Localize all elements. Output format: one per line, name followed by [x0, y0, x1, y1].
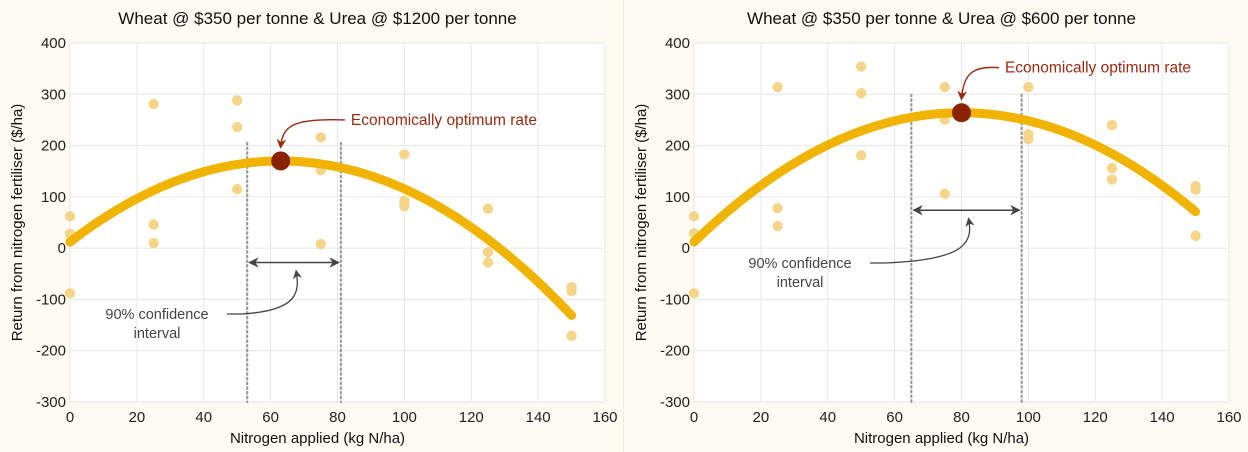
data-point — [688, 288, 700, 299]
y-tick-label: -300 — [36, 394, 66, 411]
optimum-point — [271, 151, 291, 171]
fitted-curve — [65, 156, 577, 320]
y-tick-label: -200 — [660, 343, 690, 360]
x-tick-label: 20 — [753, 409, 770, 426]
x-tick-label: 160 — [592, 409, 617, 426]
optimum-label: Economically optimum rate — [351, 112, 537, 129]
y-tick-label: 400 — [665, 35, 690, 52]
y-tick-label: -100 — [660, 291, 690, 308]
y-tick-label: 200 — [665, 138, 690, 155]
data-point — [1190, 184, 1201, 195]
data-point — [315, 238, 326, 250]
chart-panel-urea-1200: 0 20 40 60 80 100 120 140 160 -300 -200 -100 0 100 200… — [9, 9, 618, 447]
data-point — [1106, 119, 1118, 131]
y-tick-label: 200 — [41, 138, 66, 155]
data-point — [148, 237, 159, 249]
x-tick-label: 40 — [819, 409, 836, 426]
data-point — [855, 88, 867, 99]
optimum-label: Economically optimum rate — [1005, 60, 1191, 77]
panel-divider — [623, 0, 624, 452]
data-point — [566, 286, 577, 297]
data-point — [399, 149, 410, 160]
x-tick-label: 80 — [329, 409, 346, 426]
x-tick-label: 140 — [526, 409, 551, 426]
data-point — [231, 121, 243, 133]
data-point — [1106, 174, 1118, 185]
y-axis-label: Return from nitrogen fertiliser ($/ha) — [9, 104, 26, 342]
y-tick-label: 400 — [41, 35, 66, 52]
data-point — [399, 200, 410, 212]
x-tick-label: 120 — [1083, 409, 1108, 426]
x-tick-label: 0 — [690, 409, 698, 426]
data-point — [855, 150, 867, 161]
data-point — [64, 211, 76, 222]
x-tick-label: 80 — [953, 409, 970, 426]
data-point — [772, 202, 783, 214]
data-point — [1023, 81, 1034, 93]
x-tick-label: 100 — [1016, 409, 1041, 426]
data-point — [482, 257, 494, 268]
chart-svg-urea-600: 0 20 40 60 80 100 120 140 160 -300 -200 -100 0 100 200… — [633, 9, 1242, 447]
y-tick-label: -200 — [36, 343, 66, 360]
x-tick-label: 60 — [262, 409, 279, 426]
x-tick-label: 40 — [195, 409, 212, 426]
data-point — [64, 288, 76, 299]
ci-label-arrow — [870, 217, 975, 264]
fitted-curve — [689, 108, 1201, 247]
data-point — [148, 219, 159, 230]
data-point — [1106, 162, 1118, 174]
y-tick-label: 300 — [41, 86, 66, 103]
chart-panel-urea-600: 0 20 40 60 80 100 120 140 160 -300 -200 -100 0 100 200… — [624, 0, 1248, 452]
data-point — [772, 81, 783, 93]
data-point — [482, 203, 494, 214]
data-point — [566, 330, 577, 342]
optimum-arrow — [276, 118, 345, 149]
x-tick-label: 120 — [459, 409, 484, 426]
data-point — [148, 98, 159, 110]
data-point — [688, 211, 700, 222]
optimum-arrow — [957, 66, 1000, 101]
x-axis-label: Nitrogen applied (kg N/ha) — [854, 430, 1029, 447]
y-tick-label: -100 — [36, 291, 66, 308]
ci-label-line2: interval — [134, 326, 181, 342]
data-point — [482, 247, 494, 258]
chart-title: Wheat @ $350 per tonne & Urea @ $600 per… — [747, 9, 1136, 28]
chart-svg-urea-1200: 0 20 40 60 80 100 120 140 160 -300 -200 -100 0 100 200… — [9, 9, 618, 447]
ci-label-line1: 90% confidence — [748, 256, 851, 272]
data-point — [855, 61, 867, 72]
ci-label-line2: interval — [777, 275, 824, 291]
y-tick-label: 100 — [41, 189, 66, 206]
data-point — [1190, 230, 1201, 242]
x-tick-label: 160 — [1216, 409, 1241, 426]
data-point — [315, 132, 326, 143]
data-point — [231, 95, 243, 106]
x-tick-label: 100 — [392, 409, 417, 426]
y-tick-label: -300 — [660, 394, 690, 411]
x-tick-label: 20 — [129, 409, 146, 426]
y-tick-label: 0 — [682, 240, 690, 257]
data-point — [231, 183, 243, 195]
chart-title: Wheat @ $350 per tonne & Urea @ $1200 pe… — [118, 9, 516, 28]
y-tick-label: 0 — [58, 240, 66, 257]
y-tick-label: 300 — [665, 86, 690, 103]
x-tick-label: 0 — [66, 409, 74, 426]
data-point — [939, 81, 950, 93]
data-point — [939, 188, 950, 199]
y-tick-label: 100 — [665, 189, 690, 206]
data-point — [1023, 133, 1034, 145]
ci-label-arrow — [227, 269, 302, 315]
y-axis-label: Return from nitrogen fertiliser ($/ha) — [633, 104, 650, 342]
ci-label-line1: 90% confidence — [105, 307, 208, 323]
data-point — [772, 220, 783, 232]
x-tick-label: 60 — [886, 409, 903, 426]
x-tick-label: 140 — [1150, 409, 1175, 426]
x-axis-label: Nitrogen applied (kg N/ha) — [230, 430, 405, 447]
optimum-point — [952, 103, 971, 123]
